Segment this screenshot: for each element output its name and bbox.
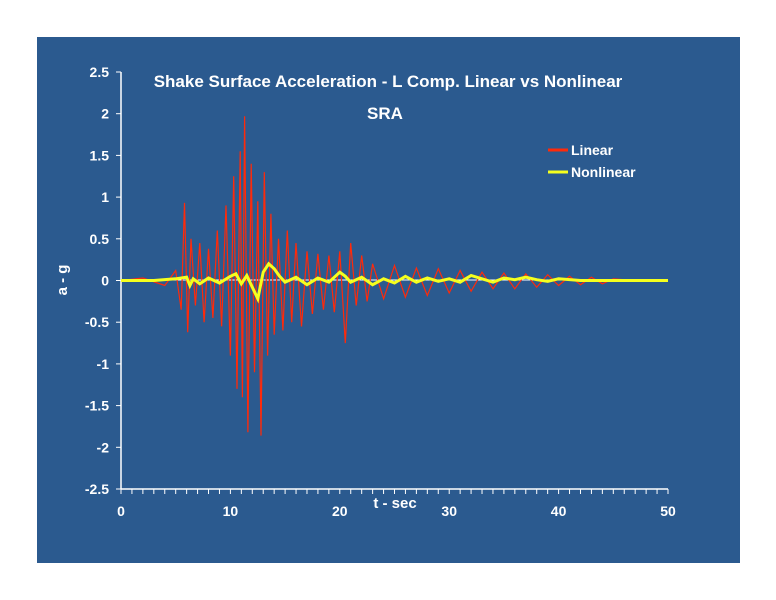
y-tick-label: -1	[97, 356, 110, 372]
y-tick-label: 2.5	[90, 64, 110, 80]
y-axis-title: a - g	[54, 265, 71, 296]
axes: 2.5 2 1.5 1 0.5 0 -0.5 -1 -1.5 -2 -2.5 0 10 20 30 40 50	[85, 64, 676, 519]
x-tick-label: 10	[223, 503, 239, 519]
y-tick-marks	[116, 71, 121, 490]
x-tick-labels: 0 10 20 30 40 50	[117, 503, 676, 519]
y-tick-label: -1.5	[85, 398, 109, 414]
y-tick-label: -2.5	[85, 481, 109, 497]
x-tick-label: 50	[660, 503, 676, 519]
y-tick-label: 0	[101, 273, 109, 289]
y-tick-label: 0.5	[90, 231, 110, 247]
chart-panel	[37, 37, 740, 563]
legend-label-linear: Linear	[571, 142, 614, 158]
legend: Linear Nonlinear	[548, 142, 636, 180]
chart-title-line2: SRA	[367, 104, 403, 123]
series-line-linear	[120, 116, 668, 436]
x-tick-label: 30	[441, 503, 457, 519]
x-axis-title: t - sec	[373, 495, 416, 512]
series-line-nonlinear	[121, 261, 668, 304]
y-tick-label: 1	[101, 189, 109, 205]
x-tick-label: 20	[332, 503, 348, 519]
y-tick-label: 1.5	[90, 147, 110, 163]
x-tick-label: 40	[551, 503, 567, 519]
x-tick-marks	[120, 489, 669, 494]
y-tick-label: -0.5	[85, 314, 109, 330]
chart-title-line1: Shake Surface Acceleration - L Comp. Lin…	[154, 72, 623, 91]
x-tick-label: 0	[117, 503, 125, 519]
y-tick-labels: 2.5 2 1.5 1 0.5 0 -0.5 -1 -1.5 -2 -2.5	[85, 64, 109, 497]
legend-label-nonlinear: Nonlinear	[571, 164, 636, 180]
y-tick-label: -2	[97, 439, 110, 455]
y-tick-label: 2	[101, 106, 109, 122]
